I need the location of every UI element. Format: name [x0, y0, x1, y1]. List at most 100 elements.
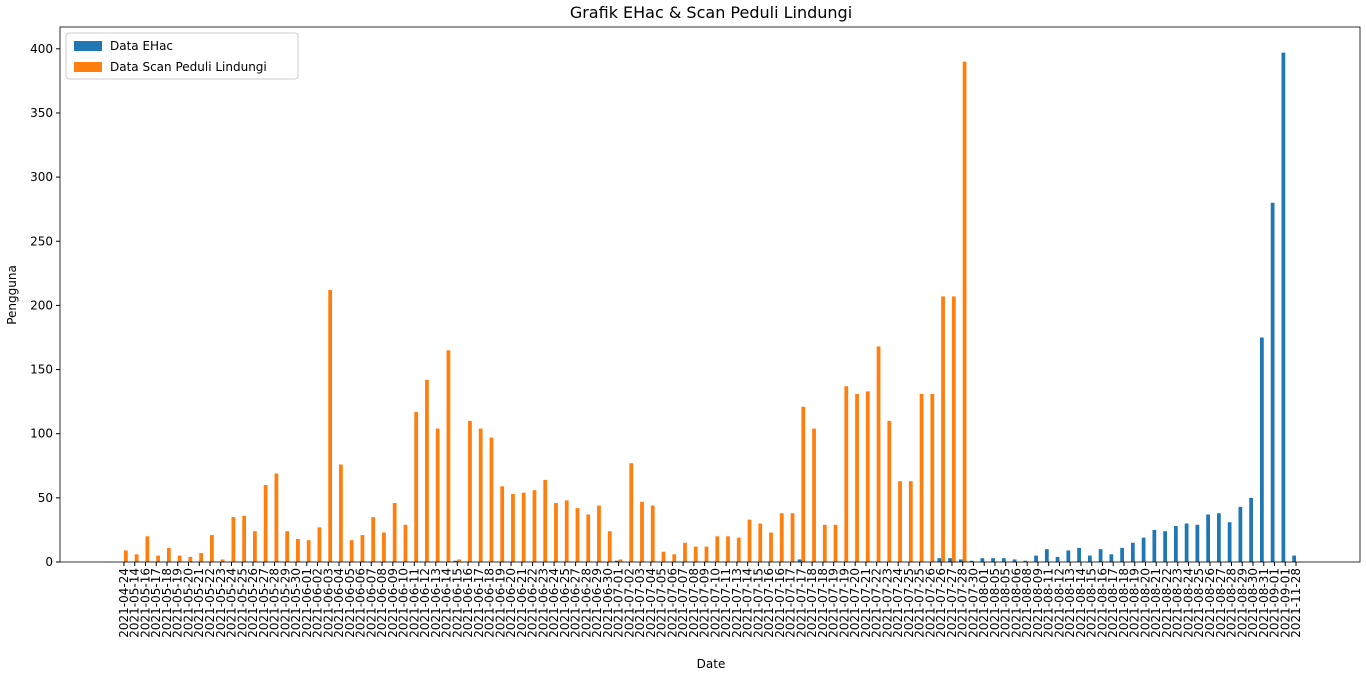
legend-box [65, 32, 299, 80]
x-tick-label: 2021-07-15 [751, 568, 765, 638]
x-tick-label: 2021-06-10 [397, 568, 411, 638]
x-tick-label: 2021-06-27 [569, 568, 583, 638]
bar [812, 428, 816, 562]
bar [962, 61, 967, 562]
bar [898, 481, 902, 562]
x-tick-label: 2021-06-09 [386, 568, 400, 638]
x-tick-label: 2021-05-20 [181, 568, 195, 638]
bar [1066, 550, 1071, 562]
bar [672, 554, 677, 562]
legend-swatch [74, 41, 102, 51]
bar [500, 486, 505, 562]
bar [134, 554, 139, 562]
x-tick-label: 2021-05-27 [257, 568, 271, 638]
bar [1292, 555, 1297, 562]
bar [801, 406, 806, 562]
x-tick-label: 2021-06-16 [461, 568, 475, 638]
x-tick-label: 2021-07-17 [794, 568, 808, 638]
bar [822, 524, 827, 562]
x-tick-label: 2021-05-26 [246, 568, 260, 638]
bar [296, 538, 300, 562]
y-tick-label: 0 [45, 555, 53, 569]
x-tick-label: 2021-08-19 [1128, 568, 1142, 638]
x-tick-label: 2021-05-18 [160, 568, 174, 638]
bar [958, 559, 963, 562]
bar [285, 531, 290, 562]
x-tick-label: 2021-05-16 [138, 568, 152, 638]
x-tick-label: 2021-07-05 [655, 568, 669, 638]
x-tick-label: 2021-05-21 [192, 568, 206, 638]
bar [453, 560, 458, 562]
x-tick-label: 2021-08-06 [1009, 568, 1023, 638]
x-tick-label: 2021-08-29 [1235, 568, 1249, 638]
x-tick-label: 2021-04-24 [117, 568, 131, 638]
x-tick-label: 2021-08-20 [1138, 568, 1152, 638]
x-tick-label: 2021-06-22 [526, 568, 540, 638]
x-tick-label: 2021-06-19 [493, 568, 507, 638]
bar [1087, 555, 1092, 562]
x-tick-label: 2021-07-08 [687, 568, 701, 638]
bar [876, 346, 881, 562]
bar [991, 558, 995, 562]
x-tick-label: 2021-08-21 [1149, 568, 1163, 638]
bar [489, 437, 494, 562]
x-tick-label: 2021-07-20 [848, 568, 862, 638]
x-tick-label: 2021-06-24 [547, 568, 561, 638]
bar [1130, 542, 1135, 562]
x-tick-label: 2021-07-19 [837, 568, 851, 638]
bar [640, 501, 644, 562]
x-tick-label: 2021-06-28 [579, 568, 593, 638]
bar [1044, 549, 1049, 562]
bar [123, 550, 128, 562]
x-tick-label: 2021-07-23 [880, 568, 894, 638]
bar [586, 514, 591, 562]
bar [597, 505, 601, 562]
bar [414, 411, 419, 562]
y-tick-label: 350 [30, 106, 53, 120]
legend-label: Data Scan Peduli Lindungi [110, 60, 267, 74]
x-tick-label: 2021-05-24 [225, 568, 239, 638]
x-tick-label: 2021-07-17 [784, 568, 798, 638]
x-tick-label: 2021-06-29 [590, 568, 604, 638]
x-tick-label: 2021-07-18 [816, 568, 830, 638]
x-tick-label: 2021-06-17 [472, 568, 486, 638]
x-tick-label: 2021-06-04 [332, 568, 346, 638]
bar [554, 502, 558, 562]
x-tick-label: 2021-07-24 [891, 568, 905, 638]
x-tick-label: 2021-07-10 [708, 568, 722, 638]
bar [371, 517, 376, 562]
bar [1034, 555, 1038, 562]
bar [392, 502, 397, 562]
bar [156, 555, 160, 562]
x-tick-label: 2021-07-18 [805, 568, 819, 638]
bar [758, 523, 763, 562]
bar [919, 393, 924, 562]
x-tick-label: 2021-05-14 [128, 568, 142, 638]
bar [618, 559, 623, 562]
x-tick-label: 2021-08-25 [1192, 568, 1206, 638]
bar [263, 485, 268, 562]
bar [661, 551, 666, 562]
x-tick-label: 2021-06-08 [375, 568, 389, 638]
x-tick-label: 2021-07-07 [676, 568, 690, 638]
x-tick-label: 2021-05-28 [268, 568, 282, 638]
x-tick-label: 2021-06-14 [440, 568, 454, 638]
x-tick-label: 2021-08-17 [1106, 568, 1120, 638]
bar [446, 350, 451, 562]
bar [607, 531, 612, 562]
x-tick-label: 2021-08-16 [1095, 568, 1109, 638]
x-tick-label: 2021-07-02 [622, 568, 636, 638]
bar [790, 513, 795, 562]
x-tick-label: 2021-06-30 [601, 568, 615, 638]
x-tick-label: 2021-07-27 [945, 568, 959, 638]
x-tick-label: 2021-06-21 [515, 568, 529, 638]
bar [1216, 513, 1221, 562]
x-tick-label: 2021-07-04 [644, 568, 658, 638]
bar [349, 540, 354, 562]
y-tick-label: 250 [30, 234, 53, 248]
bar [1184, 523, 1189, 562]
x-tick-label: 2021-08-28 [1225, 568, 1239, 638]
bar [629, 463, 634, 562]
x-tick-label: 2021-11-28 [1289, 568, 1303, 638]
